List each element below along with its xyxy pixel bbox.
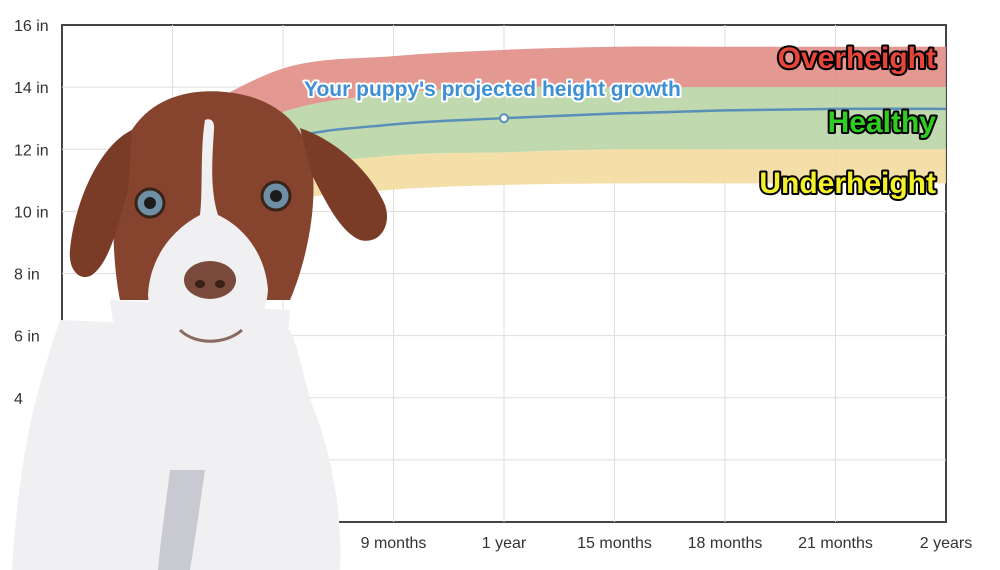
band-label-healthy: Healthy bbox=[828, 106, 937, 139]
x-tick-label: 1 year bbox=[482, 535, 527, 552]
y-tick-label: 8 in bbox=[14, 267, 40, 284]
puppy-blaze bbox=[148, 119, 268, 352]
band-underheight bbox=[172, 149, 946, 243]
band-healthy bbox=[172, 86, 946, 212]
x-tick-label: 9 months bbox=[361, 535, 427, 552]
x-tick-label: 15 months bbox=[577, 535, 652, 552]
y-tick-label: 4 bbox=[14, 391, 23, 408]
x-tick-label: 2 years bbox=[920, 535, 972, 552]
y-tick-label: 10 in bbox=[14, 204, 49, 221]
puppy-nostril-left bbox=[195, 280, 205, 288]
y-tick-label: 6 in bbox=[14, 329, 40, 346]
y-tick-label: 16 in bbox=[14, 18, 49, 35]
puppy-right-ear bbox=[300, 128, 388, 241]
puppy-left-ear bbox=[69, 130, 132, 278]
x-tick-label: 18 months bbox=[688, 535, 763, 552]
puppy-right-pupil bbox=[270, 190, 282, 202]
band-overheight bbox=[172, 46, 946, 165]
series-point bbox=[499, 113, 509, 124]
x-tick-label: 21 months bbox=[798, 535, 873, 552]
puppy-leg-shadow bbox=[158, 470, 205, 570]
chart-labels: Overheight Healthy Underheight Your puppy's… bbox=[302, 40, 938, 202]
band-label-underheight: Underheight bbox=[759, 167, 936, 200]
series-label-projected-height: Your puppy's projected height growth bbox=[304, 78, 681, 101]
band-label-overheight: Overheight bbox=[778, 42, 936, 75]
puppy-nose bbox=[184, 261, 236, 299]
puppy-left-pupil bbox=[144, 197, 156, 209]
puppy-photo bbox=[12, 91, 388, 570]
y-axis-ticks: 16 in 14 in 12 in 10 in 8 in 6 in 4 bbox=[14, 18, 49, 408]
y-tick-label: 12 in bbox=[14, 142, 49, 159]
puppy-mouth bbox=[178, 328, 243, 343]
y-tick-label: 14 in bbox=[14, 80, 49, 97]
band-areas bbox=[172, 46, 946, 243]
puppy-nostril-right bbox=[215, 280, 225, 288]
